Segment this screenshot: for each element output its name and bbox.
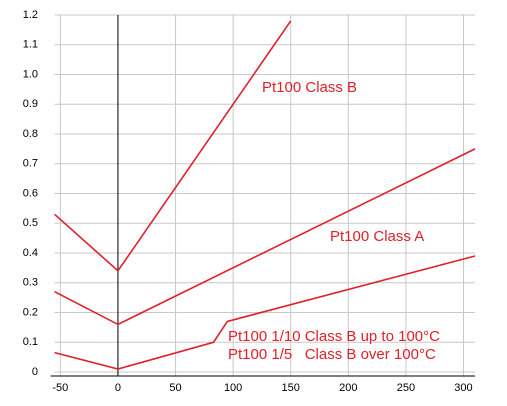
x-tick-label: 0 [115, 382, 121, 394]
y-tick-label: 0.4 [23, 247, 38, 259]
y-tick-label: 0.3 [23, 277, 38, 289]
x-tick-label: 100 [224, 382, 242, 394]
x-tick-label: 50 [169, 382, 181, 394]
x-tick-label: -50 [52, 382, 68, 394]
x-tick-label: 300 [454, 382, 472, 394]
y-tick-label: 0.8 [23, 128, 38, 140]
x-tick-label: 200 [339, 382, 357, 394]
annotation: Pt100 1/10 Class B up to 100°C [228, 328, 440, 345]
y-tick-label: 1.2 [23, 9, 38, 21]
series-line [54, 255, 476, 370]
x-tick-label: 150 [282, 382, 300, 394]
y-tick-label: 0.5 [23, 217, 38, 229]
annotation: Pt100 1/5 Class B over 100°C [228, 346, 436, 363]
y-tick-label: 1.1 [23, 39, 38, 51]
x-tick-label: 250 [397, 382, 415, 394]
series-line [54, 20, 292, 273]
y-tick-label: 1.0 [23, 68, 38, 80]
y-tick-label: 0.7 [23, 158, 38, 170]
series-line [54, 148, 476, 326]
y-tick-label: 0 [32, 366, 38, 378]
y-tick-label: 0.2 [23, 306, 38, 318]
y-tick-label: 0.6 [23, 187, 38, 199]
annotation: Pt100 Class B [262, 79, 357, 96]
y-tick-label: 0.9 [23, 98, 38, 110]
y-tick-label: 0.1 [23, 336, 38, 348]
annotation: Pt100 Class A [330, 228, 424, 245]
